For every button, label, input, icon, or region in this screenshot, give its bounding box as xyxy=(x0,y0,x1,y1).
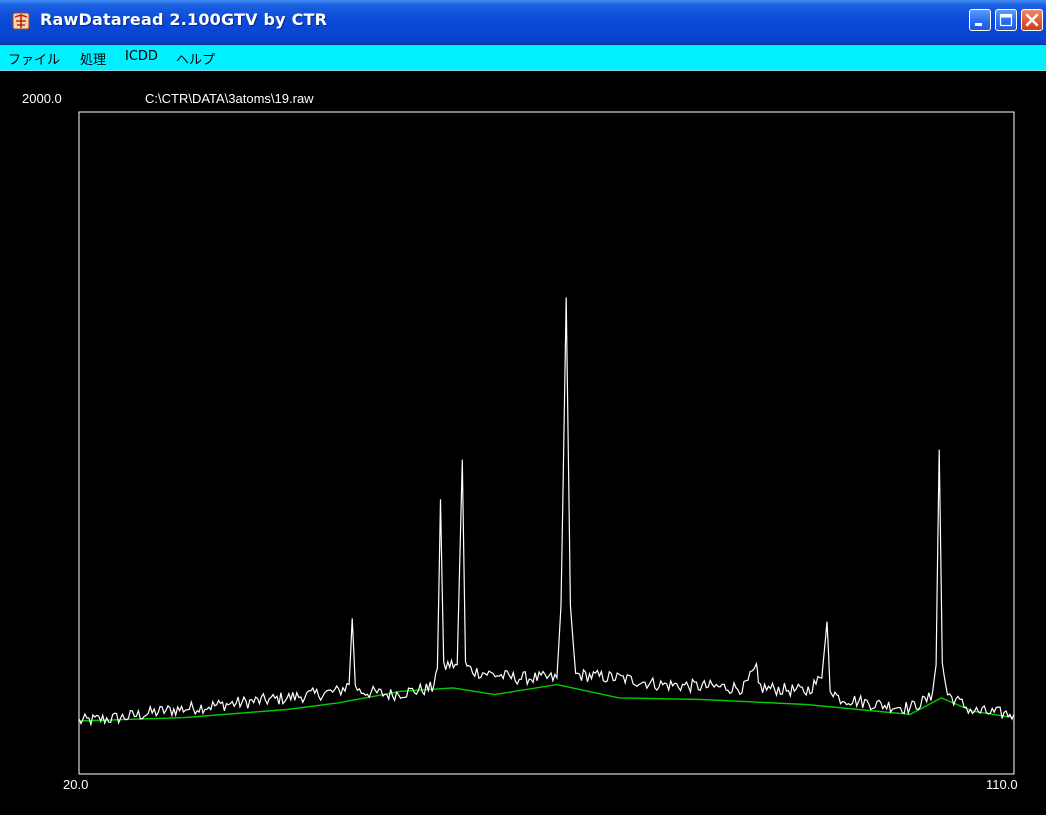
plot-area[interactable]: 2000.0 C:\CTR\DATA\3atoms\19.raw 20.0 11… xyxy=(0,71,1046,815)
window-title: RawDataread 2.100GTV by CTR xyxy=(40,10,328,29)
plot-frame xyxy=(78,111,1015,775)
maximize-button[interactable] xyxy=(995,9,1017,31)
minimize-icon xyxy=(975,23,982,26)
close-button[interactable] xyxy=(1021,9,1043,31)
minimize-button[interactable] xyxy=(969,9,991,31)
title-bar[interactable]: RawDataread 2.100GTV by CTR xyxy=(0,0,1046,45)
app-icon[interactable] xyxy=(12,12,30,30)
menu-bar: ファイル 処理 ICDD ヘルプ xyxy=(0,45,1046,71)
diffraction-chart[interactable] xyxy=(0,71,1046,815)
intensity-series-line xyxy=(78,297,1015,727)
y-max-label: 2000.0 xyxy=(22,91,62,106)
menu-file[interactable]: ファイル xyxy=(8,53,61,68)
menu-process[interactable]: 処理 xyxy=(80,53,107,68)
file-path-label: C:\CTR\DATA\3atoms\19.raw xyxy=(145,91,314,106)
maximize-icon xyxy=(999,13,1013,27)
x-max-label: 110.0 xyxy=(986,777,1018,792)
background-series-line xyxy=(78,683,1015,722)
menu-help[interactable]: ヘルプ xyxy=(176,53,216,68)
x-min-label: 20.0 xyxy=(63,777,89,792)
close-icon xyxy=(1025,13,1039,27)
menu-icdd[interactable]: ICDD xyxy=(125,49,158,64)
